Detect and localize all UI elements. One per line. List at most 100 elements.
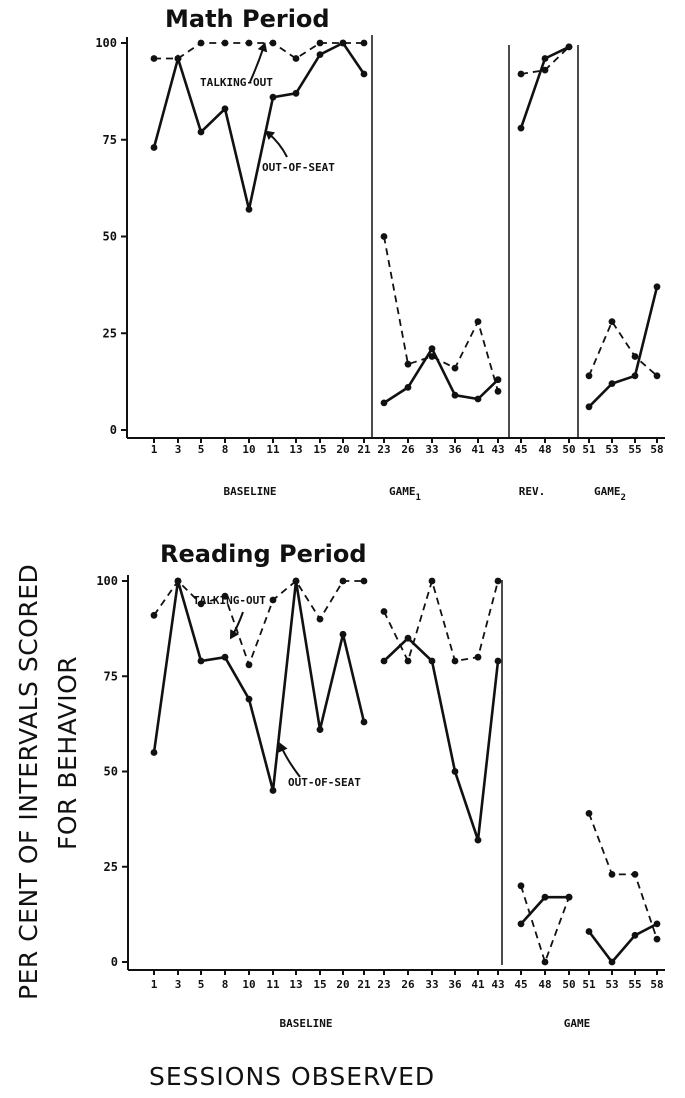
out-of-seat-label: OUT-OF-SEAT — [288, 776, 361, 789]
out-of-seat-point — [517, 124, 525, 132]
x-tick-label: 50 — [562, 443, 575, 456]
out-of-seat-point — [541, 893, 549, 901]
talking-out-point — [316, 39, 324, 47]
out-of-seat-point — [631, 931, 639, 939]
phase-label: GAME2 — [594, 485, 626, 503]
out-of-seat-point — [474, 836, 482, 844]
out-of-seat-point — [197, 128, 205, 136]
x-tick-label: 48 — [538, 443, 551, 456]
talking-out-point — [269, 596, 277, 604]
talking-out-point — [608, 318, 616, 325]
y-axis-title-line1: PER CENT OF INTERVALS SCORED — [14, 564, 43, 1000]
x-tick-label: 10 — [242, 978, 255, 991]
x-axis-title: SESSIONS OBSERVED — [149, 1062, 435, 1091]
out-of-seat-point — [316, 51, 324, 58]
talking-out-point — [292, 55, 300, 62]
out-of-seat-point — [339, 39, 347, 47]
x-tick-label: 5 — [198, 443, 205, 456]
talking-out-point — [150, 55, 158, 62]
x-tick-label: 20 — [336, 443, 349, 456]
x-tick-label: 3 — [175, 443, 182, 456]
talking-out-point — [269, 39, 277, 47]
out-of-seat-point — [197, 657, 205, 665]
x-tick-label: 48 — [538, 978, 551, 991]
talking-out-point — [380, 608, 388, 615]
out-of-seat-point — [565, 893, 573, 901]
x-tick-label: 13 — [289, 443, 302, 456]
x-tick-label: 10 — [242, 443, 255, 456]
phase-label: BASELINE — [224, 485, 277, 498]
x-tick-label: 26 — [401, 978, 415, 991]
talking-out-line — [153, 579, 364, 668]
out-of-seat-label: OUT-OF-SEAT — [262, 161, 335, 174]
talking-out-point — [316, 615, 324, 623]
x-tick-label: 8 — [222, 443, 229, 456]
x-tick-label: 36 — [448, 978, 462, 991]
out-of-seat-line — [152, 41, 366, 210]
out-of-seat-point — [404, 384, 412, 391]
out-of-seat-point — [474, 395, 482, 403]
talking-out-line — [154, 42, 364, 60]
talking-out-point — [653, 935, 661, 943]
talking-out-point — [150, 611, 158, 619]
phase-label: REV. — [519, 485, 546, 498]
x-tick-label: 33 — [425, 443, 438, 456]
talking-out-point — [451, 364, 459, 372]
phase-label: GAME — [564, 1017, 591, 1030]
talking-out-point — [339, 577, 347, 585]
talking-out-line — [588, 319, 658, 377]
talking-out-line — [383, 577, 499, 664]
talking-out-point — [221, 592, 229, 600]
talking-out-point — [653, 372, 661, 380]
out-of-seat-point — [494, 657, 502, 665]
out-of-seat-point — [653, 920, 661, 928]
talking-out-point — [360, 577, 368, 585]
out-of-seat-point — [360, 718, 368, 726]
x-tick-label: 55 — [628, 978, 641, 991]
talking-out-point — [221, 39, 229, 47]
out-of-seat-point — [428, 657, 436, 665]
x-tick-label: 15 — [313, 443, 326, 456]
talking-out-line — [383, 236, 499, 392]
x-tick-label: 11 — [266, 978, 280, 991]
talking-out-point — [517, 882, 525, 890]
out-of-seat-point — [404, 634, 412, 642]
phase-label: GAME1 — [389, 485, 421, 503]
out-of-seat-point — [150, 144, 158, 151]
x-tick-label: 51 — [582, 443, 596, 456]
x-tick-label: 11 — [266, 443, 280, 456]
out-of-seat-line — [587, 922, 658, 965]
out-of-seat-point — [292, 89, 300, 97]
x-tick-label: 15 — [313, 978, 326, 991]
talking-out-point — [474, 653, 482, 661]
talking-out-point — [197, 39, 205, 47]
x-tick-label: 43 — [491, 443, 504, 456]
x-tick-label: 21 — [357, 443, 371, 456]
x-tick-label: 36 — [448, 443, 462, 456]
y-axis-title-line2: FOR BEHAVIOR — [53, 656, 82, 850]
out-of-seat-point — [585, 403, 593, 411]
talking-out-point — [197, 600, 205, 608]
x-tick-label: 45 — [514, 978, 527, 991]
math-panel-title: Math Period — [165, 5, 330, 33]
y-tick-label: 100 — [96, 574, 118, 588]
out-of-seat-point — [269, 787, 277, 794]
out-of-seat-point — [585, 928, 593, 935]
talking-out-point — [380, 233, 388, 240]
x-tick-label: 21 — [357, 978, 371, 991]
talking-out-point — [404, 360, 412, 368]
talking-out-point — [585, 810, 593, 817]
out-of-seat-point — [451, 768, 459, 775]
x-tick-label: 43 — [491, 978, 504, 991]
talking-out-point — [494, 387, 502, 395]
out-of-seat-point — [565, 43, 573, 51]
annotation-arrowhead — [257, 42, 268, 53]
y-tick-label: 25 — [104, 860, 118, 874]
x-tick-label: 13 — [289, 978, 302, 991]
y-tick-label: 75 — [103, 133, 117, 147]
out-of-seat-line — [152, 580, 366, 791]
talking-out-point — [541, 958, 549, 966]
talking-out-point — [585, 372, 593, 380]
phase-label: BASELINE — [280, 1017, 333, 1030]
talking-out-line — [520, 885, 570, 965]
